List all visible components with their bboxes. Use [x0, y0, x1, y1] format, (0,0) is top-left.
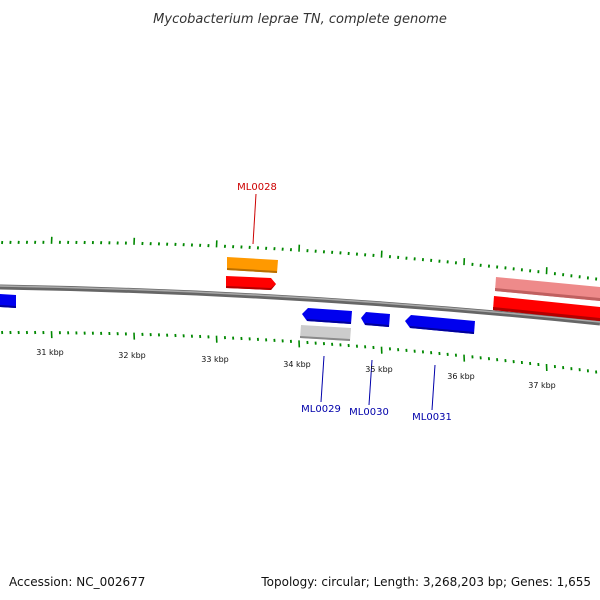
feature-ml0028[interactable]	[226, 276, 276, 290]
feature-ml0031[interactable]	[405, 315, 475, 334]
scale-label-37kbp: 37 kbp	[528, 381, 556, 390]
genome-summary-text: Topology: circular; Length: 3,268,203 bp…	[260, 575, 591, 589]
gene-label-ml0031[interactable]: ML0031	[412, 412, 452, 423]
ml0030-leader-line	[368, 359, 373, 406]
gene-label-ml0029[interactable]: ML0029	[301, 404, 341, 415]
gene-label-ml0030[interactable]: ML0030	[349, 407, 389, 418]
feature-ml0029[interactable]	[302, 308, 352, 324]
feature-gray[interactable]	[300, 325, 351, 341]
scale-label-31kbp: 31 kbp	[36, 348, 64, 357]
genome-backbone-highlight	[0, 285, 600, 323]
ml0031-leader-line	[431, 364, 436, 411]
scale-label-32kbp: 32 kbp	[118, 351, 146, 360]
feature-orange[interactable]	[227, 257, 278, 273]
feature-right-light-red[interactable]	[495, 277, 600, 301]
scale-label-33kbp: 33 kbp	[201, 355, 229, 364]
genome-backbone	[0, 284, 600, 326]
map-title: Mycobacterium leprae TN, complete genome	[153, 12, 447, 27]
scale-label-34kbp: 34 kbp	[283, 360, 311, 369]
ml0029-leader-line	[320, 355, 325, 403]
outer-tick-ring	[1, 236, 598, 281]
ml0028-leader-line	[252, 193, 257, 245]
gene-label-ml0028[interactable]: ML0028	[237, 182, 277, 193]
scale-label-35kbp: 35 kbp	[365, 365, 393, 374]
inner-tick-ring	[1, 330, 598, 374]
feature-right-red[interactable]	[493, 296, 600, 321]
scale-label-36kbp: 36 kbp	[447, 372, 475, 381]
accession-text: Accession: NC_002677	[9, 575, 145, 589]
feature-ml0030[interactable]	[361, 312, 390, 327]
feature-left-blue[interactable]	[0, 294, 16, 308]
